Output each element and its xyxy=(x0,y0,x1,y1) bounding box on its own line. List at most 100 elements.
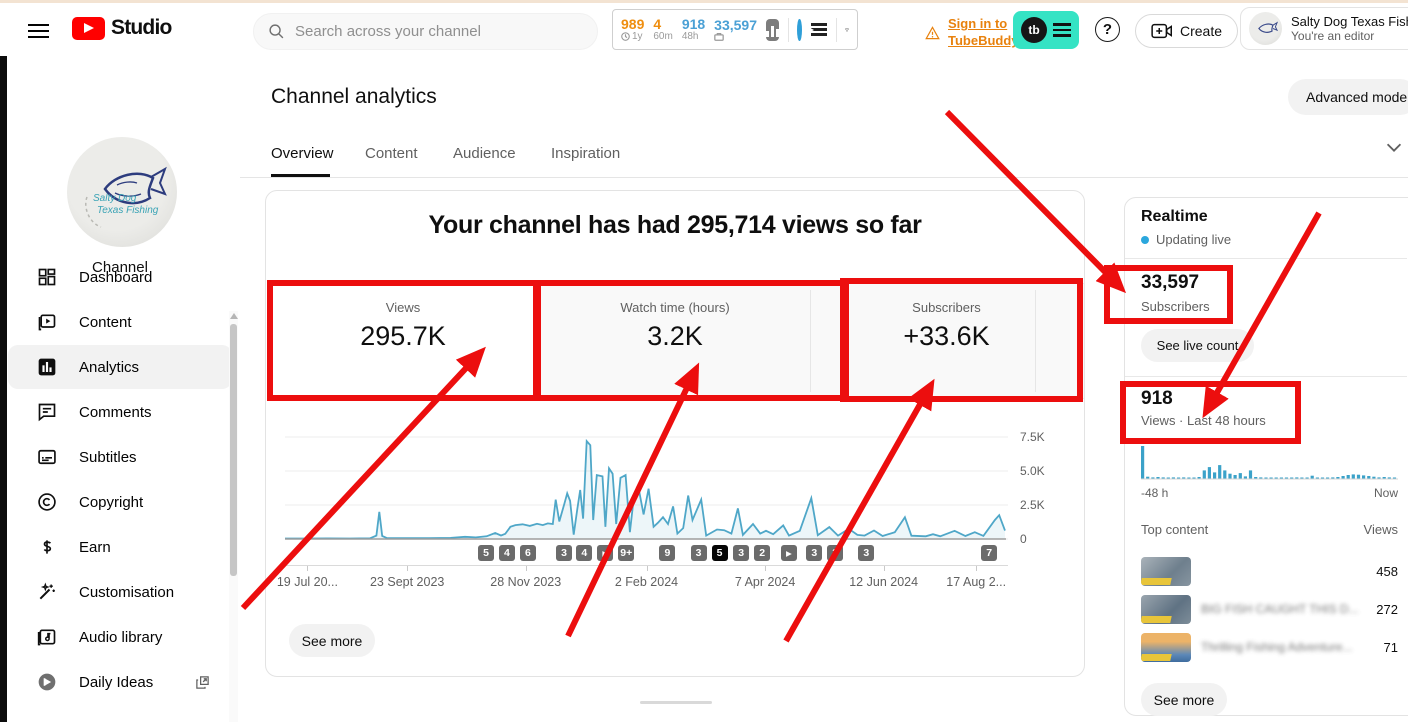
channel-avatar xyxy=(1249,12,1282,45)
tubebuddy-stats-widget[interactable]: 989 1y 4 60m 918 48h 33,597 xyxy=(612,9,858,50)
analytics-bars-icon xyxy=(38,358,56,376)
tab-overview[interactable]: Overview xyxy=(271,145,334,162)
sidebar-item-copyright[interactable]: Copyright xyxy=(8,480,232,524)
tb-stat-subs: 33,597 xyxy=(714,17,757,42)
x-tick-label: 19 Jul 20... xyxy=(276,575,338,589)
video-upload-marker[interactable]: 3 xyxy=(827,545,844,561)
sidebar-scrollbar-thumb[interactable] xyxy=(230,324,237,576)
tubebuddy-logo-icon[interactable] xyxy=(797,18,813,41)
top-bar: Studio Search across your channel 989 1y… xyxy=(0,0,1408,56)
sidebar-item-daily-ideas[interactable]: Daily Ideas xyxy=(8,660,232,704)
tubebuddy-toolbar-button[interactable]: tb xyxy=(1013,11,1079,49)
tab-audience[interactable]: Audience xyxy=(453,145,516,162)
top-content-row[interactable]: 458 xyxy=(1141,556,1398,586)
views-line-chart[interactable] xyxy=(283,425,1010,545)
top-content-header: Top content Views xyxy=(1141,522,1398,537)
chevron-down-icon[interactable] xyxy=(1383,136,1405,163)
video-upload-marker[interactable]: 2 xyxy=(754,545,771,561)
video-upload-marker[interactable]: 6 xyxy=(519,545,536,561)
top-content-row[interactable]: BIG FISH CAUGHT THIS D... 272 xyxy=(1141,594,1398,624)
sidebar-item-analytics[interactable]: Analytics xyxy=(8,345,232,389)
channel-chip-role: You're an editor xyxy=(1291,29,1375,43)
metric-card-subscribers[interactable]: Subscribers +33.6K xyxy=(903,300,990,351)
video-upload-marker[interactable]: 9 xyxy=(659,545,676,561)
x-tick xyxy=(525,566,527,571)
video-upload-marker[interactable]: 3 xyxy=(556,545,573,561)
video-marker-row: 5 4 6 3 4 ▶ 9+ 9 3 5 3 2 ▶ 3 3 3 7 xyxy=(285,545,1008,561)
video-upload-marker[interactable]: ▶ xyxy=(780,545,797,561)
video-upload-marker[interactable]: 5 xyxy=(477,545,494,561)
top-accent-line xyxy=(0,0,1408,3)
youtube-studio-logo[interactable]: Studio xyxy=(72,16,172,40)
search-input[interactable]: Search across your channel xyxy=(253,13,598,50)
x-tick-label: 28 Nov 2023 xyxy=(490,575,562,589)
video-views: 272 xyxy=(1376,601,1398,617)
sidebar-item-subtitles[interactable]: Subtitles xyxy=(8,435,232,479)
menu-hamburger-icon[interactable] xyxy=(28,20,49,42)
scrollbar-up-arrow-icon[interactable] xyxy=(230,313,238,319)
sidebar-item-audio-library[interactable]: Audio library xyxy=(8,615,232,659)
channel-account-chip[interactable]: Salty Dog Texas Fishin You're an editor xyxy=(1240,7,1408,50)
create-video-icon xyxy=(1151,23,1172,39)
tab-inspiration[interactable]: Inspiration xyxy=(551,145,621,162)
metric-card-watch-time[interactable]: Watch time (hours) 3.2K xyxy=(620,300,730,351)
tb-toolbar-menu-icon xyxy=(1053,20,1071,40)
realtime-title: Realtime xyxy=(1141,208,1208,225)
sidebar-item-earn[interactable]: Earn xyxy=(8,525,232,569)
x-tick-label: 2 Feb 2024 xyxy=(614,575,679,589)
x-tick-label: 17 Aug 2... xyxy=(946,575,1007,589)
see-more-button[interactable]: See more xyxy=(289,624,375,657)
warning-triangle-icon xyxy=(925,25,940,40)
briefcase-icon xyxy=(714,33,724,42)
tubebuddy-signin-link[interactable]: Sign in to TubeBuddy xyxy=(925,16,1019,50)
x-tick xyxy=(765,566,767,571)
y-tick-label: 5.0K xyxy=(1020,464,1045,478)
tb-chart-icon[interactable] xyxy=(766,18,779,41)
realtime-bar-chart[interactable] xyxy=(1141,444,1398,480)
views-headline: Your channel has had 295,714 views so fa… xyxy=(428,211,922,239)
axis-right-label: Now xyxy=(1373,486,1398,500)
see-live-count-button[interactable]: See live count xyxy=(1141,329,1254,362)
video-upload-marker[interactable]: 9+ xyxy=(618,545,635,561)
advanced-mode-button[interactable]: Advanced mode xyxy=(1288,79,1408,115)
tb-stat-hours: 4 60m xyxy=(653,15,673,42)
svg-text:Salty Dog: Salty Dog xyxy=(93,193,137,204)
video-upload-marker[interactable]: 3 xyxy=(690,545,707,561)
live-dot-icon xyxy=(1141,235,1149,244)
video-views: 71 xyxy=(1383,639,1398,655)
tabs-divider xyxy=(240,177,1408,178)
subtitles-icon xyxy=(38,449,56,465)
sidebar-item-dashboard[interactable]: Dashboard xyxy=(8,255,232,299)
sidebar-item-comments[interactable]: Comments xyxy=(8,390,232,434)
video-thumbnail xyxy=(1141,556,1191,586)
video-upload-marker[interactable]: 3 xyxy=(806,545,823,561)
x-tick xyxy=(646,566,648,571)
metric-card-views[interactable]: Views 295.7K xyxy=(266,283,540,399)
y-tick-label: 2.5K xyxy=(1020,498,1045,512)
video-upload-marker[interactable]: 3 xyxy=(733,545,750,561)
video-upload-marker[interactable]: 3 xyxy=(858,545,875,561)
tb-menu-icon[interactable] xyxy=(810,21,827,39)
video-upload-marker[interactable]: ▶ xyxy=(597,545,614,561)
clock-icon xyxy=(621,32,630,42)
video-upload-marker[interactable]: 4 xyxy=(576,545,593,561)
page-title: Channel analytics xyxy=(271,85,437,108)
axis-left-label: -48 h xyxy=(1141,486,1169,500)
channel-avatar-large[interactable]: Salty Dog Texas Fishing xyxy=(67,137,177,247)
trophy-icon[interactable] xyxy=(845,20,849,40)
tb-stat-videos: 989 1y xyxy=(621,15,645,42)
create-button[interactable]: Create xyxy=(1135,14,1239,48)
metric-divider xyxy=(540,290,541,392)
realtime-views-label: Views · Last 48 hours xyxy=(1141,413,1266,428)
sidebar-item-customisation[interactable]: Customisation xyxy=(8,570,232,614)
video-upload-marker[interactable]: 7 xyxy=(981,545,998,561)
video-upload-marker[interactable]: 5 xyxy=(711,545,728,561)
sidebar-item-content[interactable]: Content xyxy=(8,300,232,344)
realtime-see-more-button[interactable]: See more xyxy=(1141,683,1227,716)
dashboard-grid-icon xyxy=(38,268,56,286)
video-thumbnail xyxy=(1141,632,1191,662)
help-icon[interactable]: ? xyxy=(1095,17,1120,42)
tab-content[interactable]: Content xyxy=(365,145,418,162)
video-upload-marker[interactable]: 4 xyxy=(498,545,515,561)
top-content-row[interactable]: Thrilling Fishing Adventure... 71 xyxy=(1141,632,1398,662)
